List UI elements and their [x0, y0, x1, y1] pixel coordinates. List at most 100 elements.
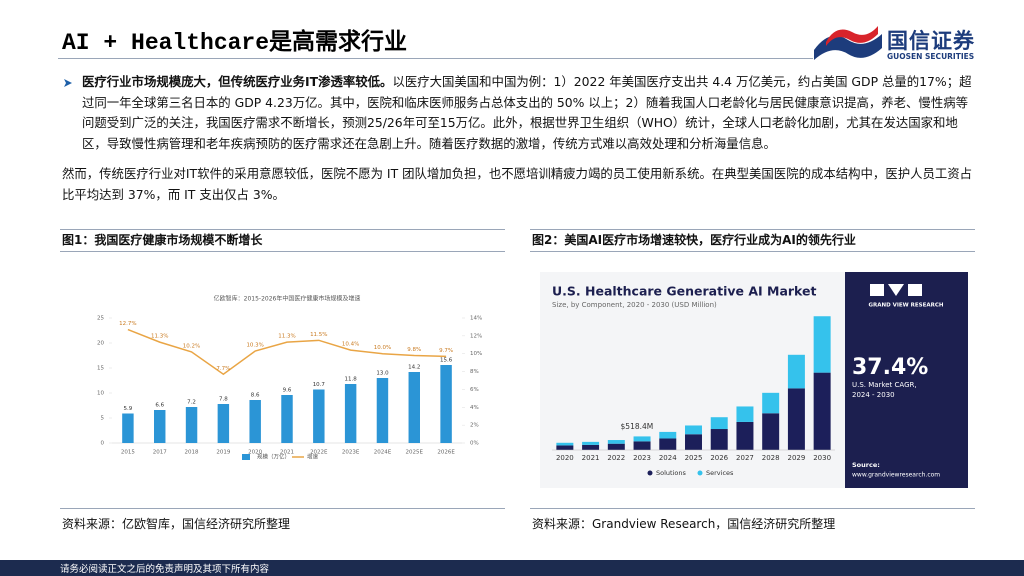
- logo-subtext: GUOSEN SECURITIES: [887, 52, 975, 61]
- data-label: 7.2: [187, 400, 196, 406]
- data-label: 5.9: [124, 406, 133, 412]
- x-tick-label: 2030: [813, 454, 831, 462]
- bar-segment: [685, 434, 702, 450]
- y2-tick-label: 14%: [470, 316, 482, 322]
- x-tick-label: 2015: [121, 450, 135, 456]
- figure-caption: 图1：我国医疗健康市场规模不断增长: [60, 229, 505, 252]
- annotation: $518.4M: [621, 422, 654, 431]
- bar-segment: [787, 354, 805, 389]
- cagr-caption: U.S. Market CAGR,: [852, 381, 917, 389]
- source-label: Source:: [852, 461, 880, 469]
- bar-segment: [582, 444, 600, 450]
- bar-segment: [633, 441, 651, 450]
- bar-segment: [685, 425, 702, 435]
- title-rule: [58, 58, 813, 59]
- y2-tick-label: 8%: [470, 369, 479, 375]
- data-label: 11.3%: [278, 334, 295, 340]
- data-label: 11.5%: [310, 332, 327, 338]
- bar: [249, 400, 261, 443]
- bar: [313, 389, 325, 443]
- data-label: 10.2%: [183, 343, 200, 349]
- bar-segment: [813, 316, 831, 373]
- x-tick-label: 2028: [762, 454, 780, 462]
- data-label: 10.0%: [374, 345, 391, 351]
- legend-label: Solutions: [656, 469, 686, 477]
- x-tick-label: 2025E: [406, 450, 424, 456]
- chart-title: 亿欧智库：2015-2026年中国医疗健康市场规模及增速: [214, 295, 361, 303]
- bar: [440, 365, 452, 443]
- logo-text: 国信证券: [887, 29, 975, 53]
- bar: [154, 410, 166, 443]
- paragraph-lead: 医疗行业市场规模庞大，但传统医疗业务IT渗透率较低。: [82, 74, 393, 89]
- bar-segment: [762, 413, 780, 450]
- footer-bar: [0, 560, 1024, 576]
- bar: [344, 384, 357, 443]
- bar-segment: [633, 436, 651, 442]
- y-tick-label: 15: [97, 366, 104, 372]
- bar: [122, 413, 134, 443]
- chart-title: U.S. Healthcare Generative AI Market: [552, 284, 816, 299]
- x-tick-label: 2026E: [437, 450, 455, 456]
- brand-text: GRAND VIEW RESEARCH: [869, 303, 944, 309]
- x-tick-label: 2023: [633, 454, 651, 462]
- data-label: 10.3%: [246, 343, 263, 349]
- logo-mark: [814, 26, 882, 60]
- bullet-icon: [64, 79, 72, 87]
- x-tick-label: 2027: [736, 454, 754, 462]
- x-tick-label: 2022E: [310, 450, 328, 456]
- x-tick-label: 2026: [710, 454, 728, 462]
- y2-tick-label: 2%: [470, 423, 479, 429]
- legend-label: Services: [706, 469, 734, 477]
- x-tick-label: 2021: [280, 450, 294, 456]
- chart-subtitle: Size, by Component, 2020 - 2030 (USD Mil…: [552, 301, 717, 309]
- bar: [376, 378, 389, 443]
- data-label: 6.6: [155, 403, 164, 409]
- x-tick-label: 2022: [607, 454, 625, 462]
- paragraph: 医疗行业市场规模庞大，但传统医疗业务IT渗透率较低。以医疗大国美国和中国为例：1…: [82, 72, 979, 154]
- brand-mark: [870, 284, 922, 296]
- bar-segment: [659, 438, 677, 450]
- legend-label: 规模（万亿）: [257, 453, 290, 461]
- bar: [281, 395, 293, 443]
- x-tick-label: 2020: [556, 454, 574, 462]
- bar-segment: [762, 392, 780, 414]
- chart: U.S. Healthcare Generative AI Market Siz…: [540, 272, 968, 488]
- line: [127, 328, 447, 376]
- data-label: 10.7: [313, 382, 326, 388]
- y-tick-label: 20: [97, 341, 104, 347]
- x-tick-label: 2025: [685, 454, 703, 462]
- y2-tick-label: 12%: [470, 333, 482, 339]
- bar-segment: [582, 441, 600, 445]
- bar: [185, 407, 198, 443]
- bar-segment: [710, 417, 728, 430]
- bar-segment: [736, 421, 754, 450]
- legend-swatch: [242, 454, 250, 460]
- bar-segment: [710, 429, 728, 450]
- x-tick-label: 2020: [248, 450, 262, 456]
- chart: 亿欧智库：2015-2026年中国医疗健康市场规模及增速 0 5 10 15 20 25 0…: [97, 295, 482, 461]
- x-tick-label: 2017: [153, 450, 167, 456]
- paragraph-text: 以医疗大国美国和中国为例：1）2022 年美国医疗支出共 4.4 万亿美元，约占…: [82, 74, 972, 151]
- source-rule: [60, 508, 505, 509]
- data-label: 12.7%: [119, 321, 136, 327]
- data-label: 10.4%: [342, 342, 359, 348]
- legend-swatch: [697, 470, 703, 476]
- data-label: 8.6: [251, 393, 260, 399]
- source-url: www.grandviewresearch.com: [852, 472, 940, 479]
- y2-tick-label: 6%: [470, 387, 479, 393]
- x-tick-label: 2023E: [342, 450, 360, 456]
- y-tick-label: 25: [97, 316, 104, 322]
- cagr-value: 37.4%: [852, 355, 928, 380]
- cagr-caption: 2024 - 2030: [852, 391, 895, 399]
- bar-segment: [607, 443, 625, 450]
- bar-segment: [813, 372, 831, 450]
- data-label: 11.3%: [151, 334, 168, 340]
- data-label: 9.8%: [407, 347, 421, 353]
- y-tick-label: 10: [97, 391, 104, 397]
- y-tick-label: 5: [101, 416, 105, 422]
- bar: [408, 372, 420, 443]
- figure-caption: 图2：美国AI医疗市场增速较快，医疗行业成为AI的领先行业: [530, 229, 975, 252]
- bar-segment: [659, 431, 677, 439]
- figure-source: 资料来源：亿欧智库，国信经济研究所整理: [62, 517, 291, 531]
- bar-segment: [787, 388, 805, 450]
